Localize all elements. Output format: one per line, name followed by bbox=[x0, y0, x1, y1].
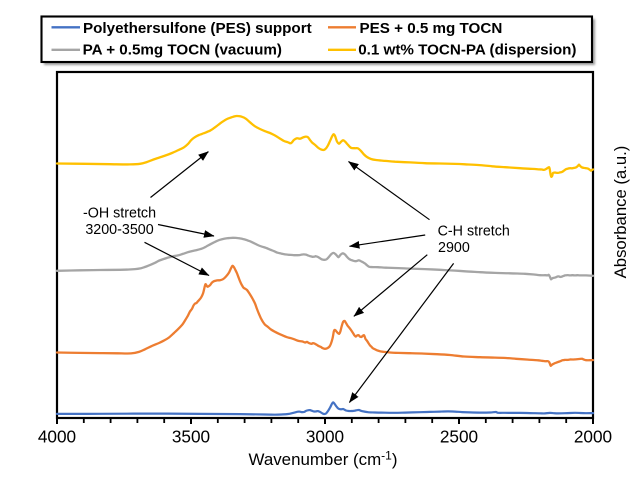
svg-text:PES + 0.5 mg TOCN: PES + 0.5 mg TOCN bbox=[360, 20, 503, 37]
svg-text:2900: 2900 bbox=[438, 240, 470, 256]
svg-text:3000: 3000 bbox=[306, 427, 344, 447]
svg-text:0.1 wt% TOCN-PA (dispersion): 0.1 wt% TOCN-PA (dispersion) bbox=[358, 41, 576, 58]
svg-text:Wavenumber (cm-1): Wavenumber (cm-1) bbox=[249, 449, 398, 470]
svg-text:3200-3500: 3200-3500 bbox=[85, 222, 153, 238]
svg-text:C-H stretch: C-H stretch bbox=[438, 224, 510, 240]
svg-text:Polyethersulfone (PES) support: Polyethersulfone (PES) support bbox=[83, 20, 312, 37]
svg-text:Absorbance (a.u.): Absorbance (a.u.) bbox=[611, 146, 630, 279]
svg-text:2500: 2500 bbox=[440, 427, 478, 447]
svg-text:2000: 2000 bbox=[574, 427, 612, 447]
svg-text:3500: 3500 bbox=[172, 427, 210, 447]
svg-text:4000: 4000 bbox=[38, 427, 76, 447]
svg-text:-OH stretch: -OH stretch bbox=[83, 205, 156, 221]
svg-text:PA + 0.5mg TOCN (vacuum): PA + 0.5mg TOCN (vacuum) bbox=[83, 41, 282, 58]
